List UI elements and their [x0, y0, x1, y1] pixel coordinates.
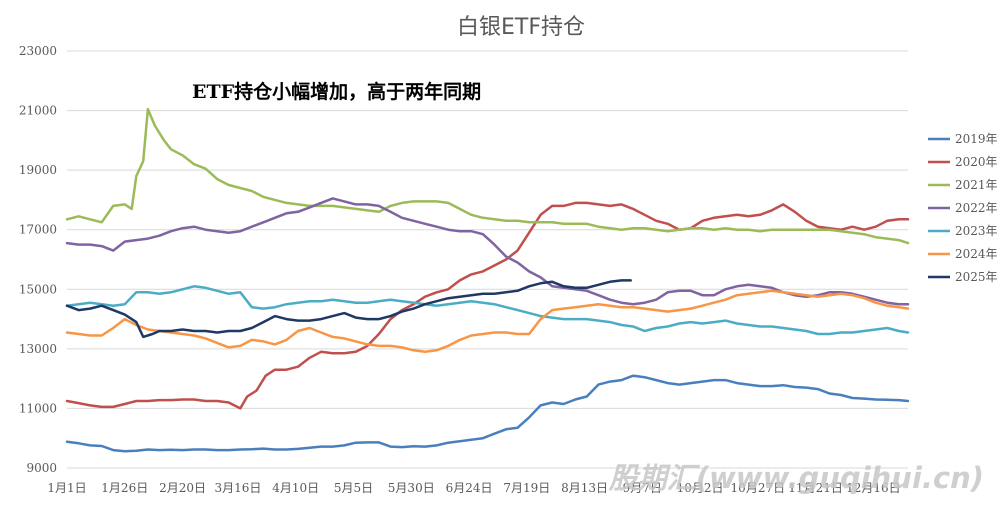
legend-label: 2021年: [955, 178, 998, 192]
x-tick-label: 4月10日: [272, 481, 319, 495]
y-tick-label: 9000: [26, 461, 57, 475]
x-tick-label: 10月2日: [677, 481, 724, 495]
x-tick-label: 3月16日: [215, 481, 262, 495]
x-tick-label: 1月1日: [47, 481, 86, 495]
series-line-0: [65, 374, 910, 453]
series-line-6: [65, 279, 632, 339]
legend-label: 2025年: [955, 270, 998, 284]
chart-title: 白银ETF持仓: [457, 15, 585, 40]
y-tick-label: 21000: [19, 104, 57, 118]
x-tick-label: 12月16日: [846, 481, 901, 495]
x-axis: 1月1日 1月26日 2月20日 3月16日 4月10日 5月5日 5月30日 6月24日 7月…: [47, 481, 900, 495]
x-tick-label: 8月13日: [561, 481, 608, 495]
watermark: 股期汇(www.guqihui.cn): [608, 461, 984, 495]
x-tick-label: 5月30日: [388, 481, 435, 495]
series-line-5: [65, 289, 910, 354]
series-line-2: [65, 107, 910, 245]
series-line-1: [65, 201, 910, 410]
y-tick-label: 11000: [19, 401, 57, 415]
series-line-4: [65, 285, 910, 336]
legend: 2019年 2020年 2021年 2022年 2023年 2024年 2025年: [928, 132, 998, 284]
legend-label: 2019年: [955, 132, 998, 146]
x-tick-label: 9月7日: [623, 481, 662, 495]
x-tick-label: 6月24日: [446, 481, 493, 495]
y-tick-label: 13000: [19, 342, 57, 356]
series-line-3: [65, 197, 910, 306]
series-lines: [65, 107, 910, 453]
x-tick-label: 7月19日: [503, 481, 550, 495]
y-tick-label: 23000: [19, 44, 57, 58]
x-tick-label: 11月21日: [788, 481, 843, 495]
legend-label: 2020年: [955, 155, 998, 169]
x-tick-label: 10月27日: [731, 481, 786, 495]
y-tick-label: 19000: [19, 163, 57, 177]
legend-label: 2022年: [955, 201, 998, 215]
x-tick-label: 5月5日: [334, 481, 373, 495]
y-axis: 9000 11000 13000 15000 17000 19000 21000 23000: [19, 44, 57, 475]
legend-label: 2023年: [955, 224, 998, 238]
gridlines: [67, 50, 908, 469]
x-tick-label: 2月20日: [159, 481, 206, 495]
legend-label: 2024年: [955, 247, 998, 261]
y-tick-label: 15000: [19, 282, 57, 296]
chart-annotation: ETF持仓小幅增加，高于两年同期: [192, 80, 481, 103]
y-tick-label: 17000: [19, 223, 57, 237]
x-tick-label: 1月26日: [101, 481, 148, 495]
